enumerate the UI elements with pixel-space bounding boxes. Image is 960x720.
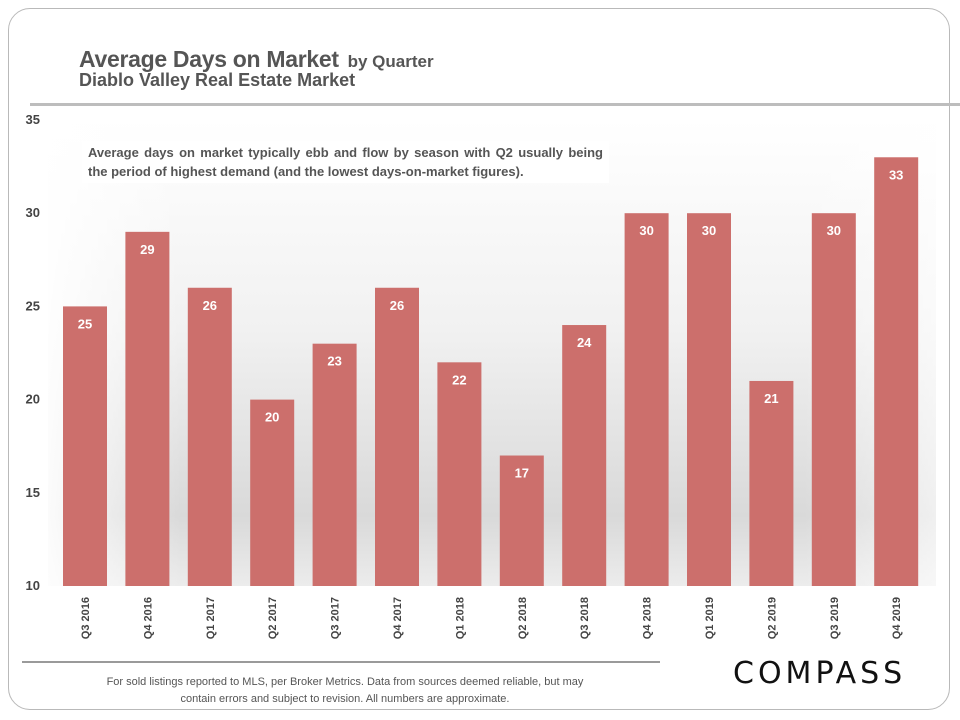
x-tick-label: Q4 2017 bbox=[392, 597, 404, 639]
bar bbox=[312, 343, 357, 586]
bar-value-label: 25 bbox=[78, 316, 92, 331]
chart-title: Average Days on Market by Quarter bbox=[79, 38, 434, 75]
y-tick-label: 30 bbox=[26, 205, 40, 220]
x-tick-label: Q4 2018 bbox=[642, 597, 654, 639]
bar bbox=[375, 287, 419, 586]
x-tick-label: Q1 2018 bbox=[454, 597, 466, 639]
bar bbox=[624, 213, 669, 586]
bar bbox=[187, 287, 232, 586]
x-tick-label: Q1 2019 bbox=[704, 597, 716, 639]
bar-value-label: 21 bbox=[764, 391, 778, 406]
chart-subtitle: Diablo Valley Real Estate Market bbox=[79, 70, 356, 90]
chart-title-suffix: by Quarter bbox=[347, 52, 434, 71]
bar-value-label: 17 bbox=[515, 466, 529, 481]
bar-value-label: 26 bbox=[203, 298, 217, 313]
bar-value-label: 30 bbox=[639, 223, 653, 238]
header-divider bbox=[30, 103, 960, 106]
footer-divider bbox=[22, 661, 660, 663]
footer-note: For sold listings reported to MLS, per B… bbox=[40, 674, 650, 708]
x-tick-label: Q3 2018 bbox=[579, 597, 591, 639]
x-tick-label: Q2 2017 bbox=[267, 597, 279, 639]
bar-value-label: 23 bbox=[327, 354, 341, 369]
bar bbox=[499, 455, 544, 586]
footer-line-2: contain errors and subject to revision. … bbox=[180, 693, 510, 705]
y-tick-label: 35 bbox=[26, 112, 40, 127]
x-tick-label: Q1 2017 bbox=[205, 597, 217, 639]
bar-value-label: 20 bbox=[265, 410, 279, 425]
x-tick-label: Q3 2019 bbox=[829, 597, 841, 639]
bar-value-label: 30 bbox=[827, 223, 841, 238]
x-tick-label: Q3 2016 bbox=[80, 597, 92, 639]
chart-annotation: Average days on market typically ebb and… bbox=[82, 141, 609, 183]
x-tick-label: Q2 2018 bbox=[517, 597, 529, 639]
x-tick-label: Q4 2016 bbox=[142, 597, 154, 639]
footer-line-1: For sold listings reported to MLS, per B… bbox=[106, 676, 584, 688]
bar bbox=[63, 306, 107, 586]
bar bbox=[874, 157, 919, 586]
bar bbox=[562, 325, 607, 586]
bar-value-label: 33 bbox=[889, 167, 903, 182]
y-tick-label: 10 bbox=[26, 578, 40, 593]
bar-value-label: 22 bbox=[452, 372, 466, 387]
bar-value-label: 30 bbox=[702, 223, 716, 238]
bar bbox=[687, 213, 731, 586]
bar bbox=[437, 362, 482, 586]
x-tick-label: Q3 2017 bbox=[330, 597, 342, 639]
y-tick-label: 15 bbox=[26, 485, 40, 500]
bar bbox=[749, 380, 794, 586]
bar-value-label: 24 bbox=[577, 335, 592, 350]
x-tick-label: Q2 2019 bbox=[766, 597, 778, 639]
y-tick-label: 20 bbox=[26, 392, 40, 407]
chart-title-main: Average Days on Market bbox=[79, 46, 339, 72]
x-tick-label: Q4 2019 bbox=[891, 597, 903, 639]
y-tick-label: 25 bbox=[26, 298, 40, 313]
plot-background-fade bbox=[48, 120, 936, 586]
bar-value-label: 26 bbox=[390, 298, 404, 313]
bar bbox=[250, 399, 295, 586]
bar bbox=[811, 213, 856, 586]
bar bbox=[125, 231, 170, 586]
compass-logo: COMPASS bbox=[733, 656, 907, 691]
bar-value-label: 29 bbox=[140, 242, 154, 257]
